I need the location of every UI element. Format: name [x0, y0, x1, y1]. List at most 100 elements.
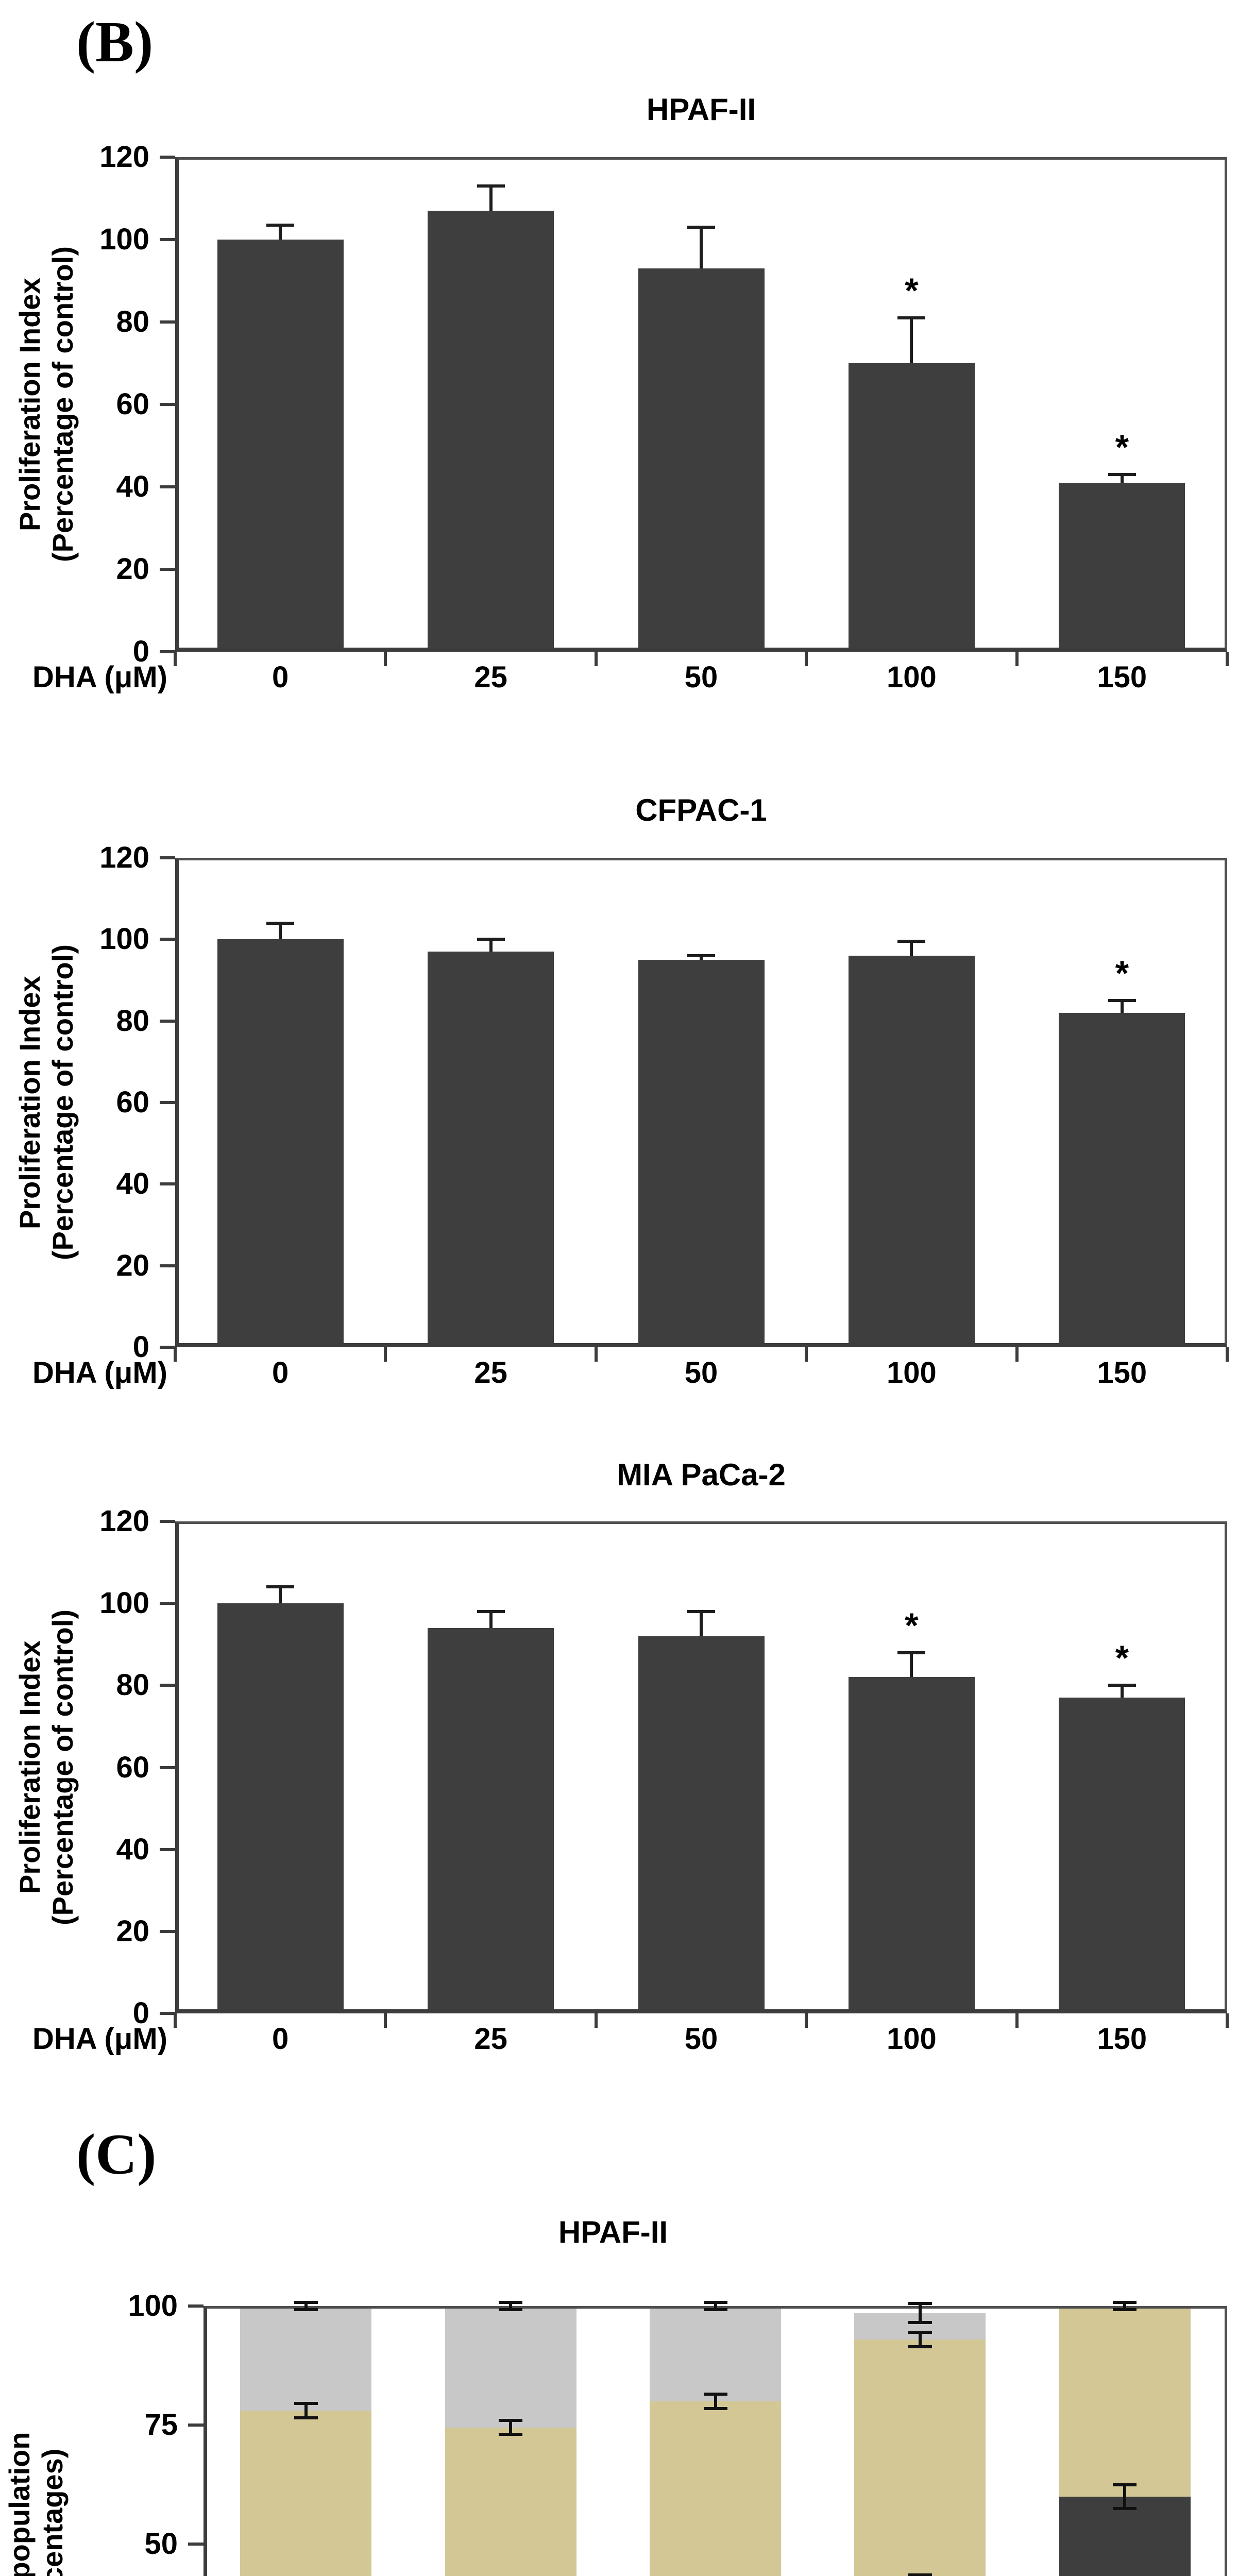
error-bar: [910, 1652, 913, 1677]
y-tick: [160, 1264, 175, 1267]
x-category-label: 50: [684, 1356, 718, 1389]
bar-segment: [650, 2401, 781, 2576]
error-bar-cap: [687, 954, 715, 957]
bar: [1059, 1012, 1185, 1347]
x-tick: [1015, 652, 1019, 666]
error-bar-cap: [266, 921, 295, 925]
x-category-label: 100: [887, 2022, 937, 2056]
x-tick: [805, 652, 808, 666]
y-tick: [160, 1182, 175, 1186]
x-tick: [805, 1347, 808, 1362]
y-tick: [160, 1766, 175, 1769]
y-axis-label-line: (Percentages): [36, 2448, 69, 2576]
error-bar: [700, 227, 703, 268]
error-bar-cap: [687, 1610, 715, 1614]
error-bar: [489, 1612, 493, 1628]
x-axis-unit-label: DHA (μM): [32, 1356, 167, 1389]
bar: [638, 1636, 765, 2013]
x-tick: [1015, 1347, 1019, 1362]
x-category-label: 150: [1097, 2022, 1147, 2056]
y-tick: [160, 856, 175, 859]
y-tick: [188, 2543, 203, 2546]
bar: [638, 959, 765, 1347]
error-bar-cap: [1113, 2300, 1137, 2304]
x-category-label: 100: [887, 660, 937, 694]
y-tick: [160, 238, 175, 241]
error-bar-cap: [266, 1585, 295, 1589]
error-bar-cap: [499, 2418, 523, 2422]
error-bar-cap: [1113, 2506, 1137, 2510]
error-bar-cap: [908, 2321, 932, 2325]
error-bar: [509, 2420, 513, 2435]
y-tick: [160, 568, 175, 571]
y-tick-label: 60: [116, 387, 149, 421]
error-bar-cap: [703, 2406, 727, 2410]
y-tick-label: 0: [132, 1330, 149, 1364]
significance-asterisk: *: [905, 1605, 919, 1645]
error-bar: [489, 939, 493, 952]
y-axis-label-line: Cells population: [3, 2432, 36, 2576]
bar-segment: [1059, 2306, 1191, 2497]
significance-asterisk: *: [1115, 1638, 1129, 1678]
bar: [848, 956, 975, 1347]
y-tick-label: 60: [116, 1086, 149, 1119]
x-tick: [384, 1347, 387, 1362]
y-tick: [188, 2304, 203, 2308]
x-tick: [384, 2013, 387, 2028]
y-tick-label: 80: [116, 1668, 149, 1702]
bar: [1059, 1698, 1185, 2013]
x-category-label: 150: [1097, 660, 1147, 694]
x-tick: [1226, 2013, 1229, 2028]
error-bar: [700, 1612, 703, 1636]
y-tick-label: 20: [116, 552, 149, 586]
error-bar: [714, 2394, 717, 2409]
error-bar: [509, 2302, 513, 2310]
error-bar-cap: [266, 224, 295, 227]
y-tick-label: 0: [132, 1996, 149, 2030]
error-bar-cap: [897, 1651, 926, 1654]
x-category-label: 25: [474, 1356, 507, 1389]
error-bar-cap: [1108, 473, 1136, 476]
x-category-label: 25: [474, 2022, 507, 2056]
y-tick: [160, 156, 175, 159]
error-bar-cap: [703, 2392, 727, 2396]
y-tick-label: 120: [99, 140, 149, 174]
y-tick: [160, 1602, 175, 1605]
panel-c-label: (C): [76, 2123, 157, 2187]
error-bar: [489, 186, 493, 211]
bar: [217, 240, 344, 652]
y-tick-label: 50: [144, 2527, 178, 2561]
bar: [428, 1628, 554, 2013]
y-tick: [160, 320, 175, 324]
error-bar-cap: [703, 2308, 727, 2312]
significance-asterisk: *: [1115, 428, 1129, 467]
error-bar: [1120, 1001, 1124, 1013]
x-category-label: 100: [887, 1356, 937, 1389]
error-bar-cap: [294, 2402, 318, 2405]
x-tick: [1226, 1347, 1229, 1362]
bar: [217, 939, 344, 1347]
x-tick: [594, 1347, 598, 1362]
panel-b-label: (B): [76, 10, 154, 74]
error-bar-cap: [1113, 2308, 1137, 2312]
y-tick: [160, 403, 175, 406]
error-bar-cap: [477, 184, 505, 188]
bar-segment: [650, 2306, 781, 2401]
bar: [428, 211, 554, 652]
y-tick: [160, 1346, 175, 1349]
axis-frame: [203, 2306, 1227, 2576]
error-bar-cap: [477, 938, 505, 941]
error-bar: [714, 2302, 717, 2310]
error-bar: [279, 923, 282, 940]
error-bar-cap: [294, 2308, 318, 2312]
y-tick-label: 40: [116, 1167, 149, 1201]
bar: [848, 363, 975, 652]
x-tick: [594, 652, 598, 666]
axis-frame: [175, 1521, 1227, 2013]
error-bar: [700, 956, 703, 960]
y-tick: [160, 938, 175, 941]
bar-segment: [445, 2306, 576, 2428]
y-tick-label: 40: [116, 1832, 149, 1866]
error-bar-cap: [477, 1610, 505, 1614]
y-tick: [160, 1520, 175, 1523]
